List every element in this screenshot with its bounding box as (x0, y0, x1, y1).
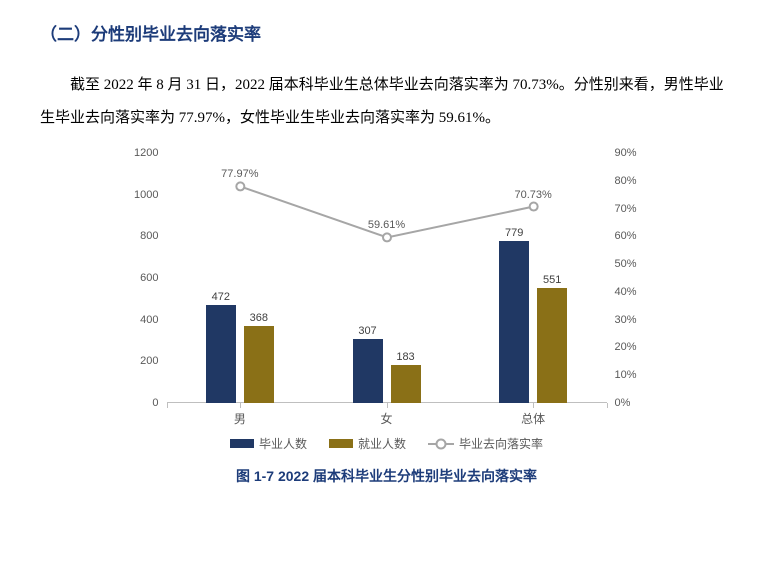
x-category-label: 总体 (521, 410, 545, 427)
legend-line-icon (428, 438, 454, 450)
y-left-tick-label: 1000 (117, 189, 159, 201)
body-paragraph: 截至 2022 年 8 月 31 日，2022 届本科毕业生总体毕业去向落实率为… (40, 69, 733, 135)
bar: 551 (537, 288, 567, 403)
y-left-tick-label: 800 (117, 230, 159, 242)
x-category-label: 女 (380, 410, 392, 427)
legend-swatch-employed (329, 439, 353, 448)
legend-item-rate: 毕业去向落实率 (428, 435, 543, 452)
legend-item-grads: 毕业人数 (230, 435, 307, 452)
y-right-tick-label: 80% (615, 175, 657, 187)
y-left-tick-label: 600 (117, 272, 159, 284)
legend-label: 毕业去向落实率 (459, 435, 543, 452)
bar: 472 (206, 305, 236, 403)
bar-value-label: 183 (396, 351, 414, 363)
chart-area: 472 368 307 183 779 551 77.97% 59.61% 70.73% 0 20… (117, 143, 657, 433)
y-right-tick-label: 10% (615, 369, 657, 381)
line-point-label: 70.73% (515, 189, 552, 201)
figure-caption: 图 1-7 2022 届本科毕业生分性别毕业去向落实率 (117, 466, 657, 486)
y-right-tick-label: 50% (615, 258, 657, 270)
line-point-label: 59.61% (368, 219, 405, 231)
y-right-tick-label: 20% (615, 341, 657, 353)
x-tick (167, 403, 168, 408)
line-point-label: 77.97% (221, 168, 258, 180)
legend-item-employed: 就业人数 (329, 435, 406, 452)
section-title: （二）分性别毕业去向落实率 (40, 20, 733, 45)
bar-value-label: 307 (358, 325, 376, 337)
plot-region: 472 368 307 183 779 551 77.97% 59.61% 70.73% (167, 153, 607, 403)
y-right-tick-label: 0% (615, 397, 657, 409)
chart-container: 472 368 307 183 779 551 77.97% 59.61% 70.73% 0 20… (117, 143, 657, 486)
legend-swatch-grads (230, 439, 254, 448)
bar: 183 (391, 365, 421, 403)
y-right-tick-label: 30% (615, 314, 657, 326)
y-right-tick-label: 60% (615, 230, 657, 242)
y-right-tick-label: 70% (615, 203, 657, 215)
bar-value-label: 551 (543, 274, 561, 286)
y-left-tick-label: 400 (117, 314, 159, 326)
legend-label: 毕业人数 (259, 435, 307, 452)
legend: 毕业人数 就业人数 毕业去向落实率 (117, 435, 657, 452)
bar: 307 (353, 339, 383, 403)
bar: 368 (244, 326, 274, 403)
y-left-tick-label: 0 (117, 397, 159, 409)
bar-value-label: 779 (505, 227, 523, 239)
bar-value-label: 472 (212, 291, 230, 303)
bar-value-label: 368 (250, 312, 268, 324)
legend-label: 就业人数 (358, 435, 406, 452)
y-right-tick-label: 40% (615, 286, 657, 298)
bar: 779 (499, 241, 529, 403)
y-left-tick-label: 200 (117, 355, 159, 367)
y-left-tick-label: 1200 (117, 147, 159, 159)
x-tick (607, 403, 608, 408)
x-tick (387, 403, 388, 408)
y-right-tick-label: 90% (615, 147, 657, 159)
x-category-label: 男 (234, 410, 246, 427)
x-tick (533, 403, 534, 408)
x-tick (240, 403, 241, 408)
